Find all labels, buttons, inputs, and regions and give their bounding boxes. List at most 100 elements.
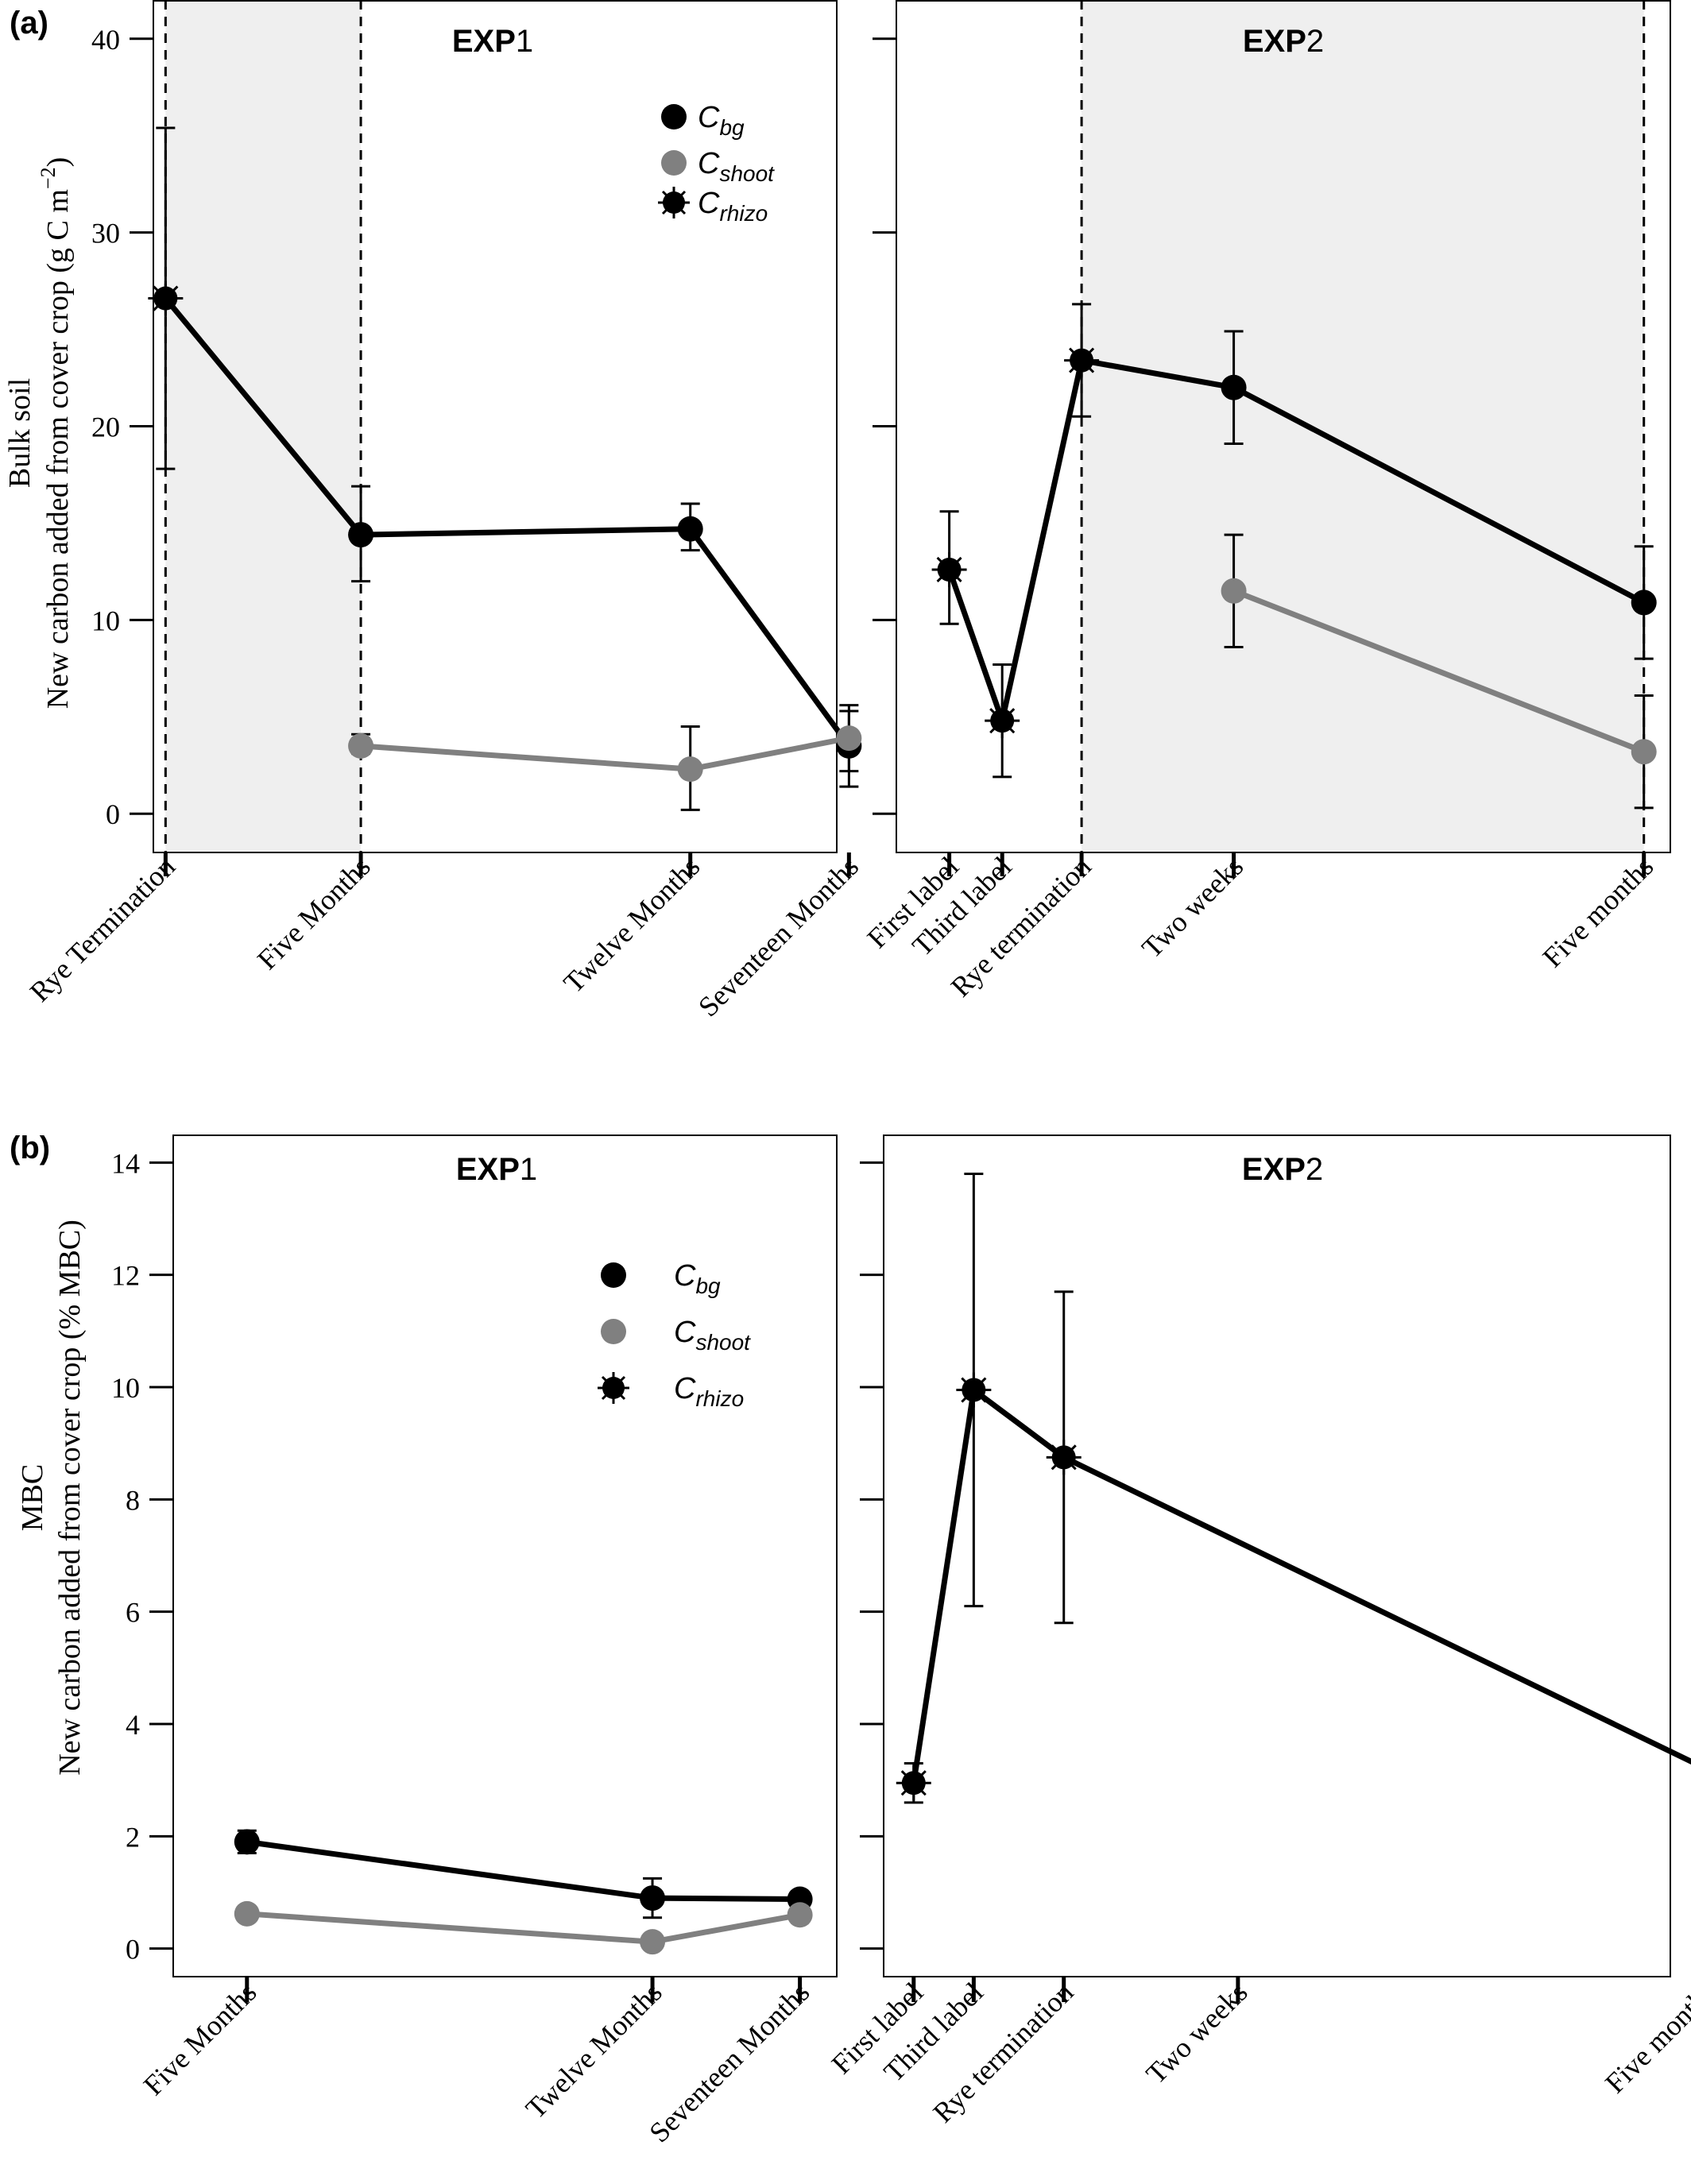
legend-a-cshoot-base: C <box>698 147 720 180</box>
a-exp2-c-bg-line <box>1231 385 1647 605</box>
b-exp1-ytick-label-6: 12 <box>111 1260 140 1292</box>
legend-a-cshoot-label: Cshoot <box>698 147 775 186</box>
legend-a-cshoot-sub: shoot <box>719 161 775 186</box>
a-exp2-xtick-label-3: Two weeks <box>1136 850 1249 964</box>
a-exp2-title-num: 2 <box>1306 24 1324 59</box>
a-exp1-c-shoot-point-2 <box>836 725 862 752</box>
b-exp1-c-bg-point-1 <box>640 1885 666 1911</box>
a-exp1-c-bg-point-1 <box>677 516 703 542</box>
panel-b-label: (b) <box>10 1131 50 1165</box>
b-exp1-ytick-label-0: 0 <box>126 1934 140 1966</box>
a-exp1-c-shoot-point-1 <box>677 756 703 783</box>
b-exp1-c-shoot-point-1 <box>640 1929 666 1955</box>
legend-b-crhizo-sub: rhizo <box>695 1386 744 1411</box>
a-exp2-c-bg-point-0 <box>1221 374 1247 400</box>
b-exp1-ytick-label-7: 14 <box>111 1147 140 1179</box>
a-exp2-c-shoot-line <box>1231 588 1647 755</box>
legend-b-crhizo-base: C <box>674 1372 696 1405</box>
b-exp1-frame <box>172 1135 838 1977</box>
ylabel-b-line1: MBC <box>16 1464 49 1531</box>
b-exp2-c-rhizo-point-1 <box>956 1372 992 1408</box>
b-exp1-title-bold: EXP <box>456 1152 520 1187</box>
b-exp2-connector-0 <box>1061 1454 1691 1765</box>
b-exp2-xtick-label-3: Two weeks <box>1140 1976 1253 2089</box>
a-exp1-xtick-label-1: Five Months <box>251 850 377 976</box>
legend-b-cshoot-marker <box>601 1319 626 1344</box>
legend-a-crhizo-base: C <box>698 187 720 220</box>
a-exp1-ytick-label-4: 40 <box>91 24 120 56</box>
b-exp1-c-shoot-point-2 <box>787 1902 813 1928</box>
legend-b-cbg-label: Cbg <box>674 1259 721 1298</box>
b-exp2-c-rhizo-point-2 <box>1046 1440 1082 1475</box>
legend-a-crhizo: Crhizo <box>658 187 768 226</box>
a-exp1-title: EXP1 <box>452 24 533 59</box>
b-exp2-c-rhizo-line <box>911 1387 1067 1786</box>
legend-a-crhizo-sub: rhizo <box>719 201 768 226</box>
a-exp1-c-shoot-line <box>358 735 852 772</box>
b-exp1-c-shoot-point-0 <box>234 1900 260 1927</box>
a-exp1-c-bg-line <box>358 526 852 749</box>
a-exp1-c-shoot-point-0 <box>348 733 374 759</box>
legend-b-crhizo: Crhizo <box>598 1372 744 1411</box>
a-exp1-title-num: 1 <box>516 24 533 59</box>
panel-a-label: (a) <box>10 6 48 41</box>
legend-b-cbg-marker <box>601 1262 626 1288</box>
a-exp1-ytick-label-0: 0 <box>106 798 120 830</box>
legend-a-cshoot: Cshoot <box>661 147 775 186</box>
b-exp1-title-num: 1 <box>520 1152 537 1187</box>
ylabel-a-sup: −2 <box>37 167 60 189</box>
legend-b-cbg-sub: bg <box>695 1274 721 1298</box>
legend-b-cshoot: Cshoot <box>601 1316 751 1355</box>
legend-b: Cbg Cshoot Crhizo <box>598 1259 751 1411</box>
b-exp1-xtick-label-2: Seventeen Months <box>643 1976 815 2148</box>
a-exp2-xtick-label-2: Rye termination <box>945 850 1097 1003</box>
legend-a-cbg-label: Cbg <box>698 101 745 140</box>
a-exp1-ytick-label-1: 10 <box>91 605 120 636</box>
b-exp1-ytick-label-2: 4 <box>126 1709 140 1741</box>
legend-a-cbg-marker <box>661 104 687 129</box>
a-exp2-title-bold: EXP <box>1243 24 1306 59</box>
legend-a-crhizo-label: Crhizo <box>698 187 768 226</box>
legend-b-cshoot-sub: shoot <box>695 1330 751 1355</box>
b-exp2-xtick-label-4: Five months <box>1599 1976 1691 2099</box>
legend-a-cshoot-marker <box>661 150 687 176</box>
a-exp1-ytick-label-3: 30 <box>91 218 120 249</box>
a-exp2-c-rhizo-point-2 <box>1064 342 1100 378</box>
legend-a-cbg-base: C <box>698 101 720 134</box>
legend-a: Cbg Cshoot Crhizo <box>658 101 775 226</box>
a-exp1-title-bold: EXP <box>452 24 516 59</box>
a-exp2-c-rhizo-point-1 <box>985 703 1020 739</box>
a-exp1-xtick-label-0: Rye Termination <box>24 850 181 1007</box>
a-exp2-c-shoot-point-1 <box>1631 739 1657 765</box>
b-exp1-xtick-label-1: Twelve Months <box>520 1976 668 2124</box>
ylabel-a-line2: New carbon added from cover crop (g C m−… <box>37 157 75 709</box>
a-exp2-xtick-label-4: Five months <box>1536 850 1659 973</box>
legend-a-cbg-sub: bg <box>719 115 745 140</box>
a-exp2-shaded-region <box>1082 0 1644 852</box>
a-exp2-c-bg-point-1 <box>1631 589 1657 616</box>
a-exp1-shaded-region <box>165 0 362 852</box>
b-exp1-ytick-label-1: 2 <box>126 1821 140 1853</box>
b-exp2-c-rhizo-point-0 <box>896 1765 931 1801</box>
legend-b-crhizo-marker <box>598 1372 629 1404</box>
b-exp1-title: EXP1 <box>456 1152 537 1187</box>
b-exp2-title: EXP2 <box>1242 1152 1323 1187</box>
b-exp2-frame <box>883 1135 1671 1977</box>
b-exp1-ytick-label-3: 6 <box>126 1597 140 1629</box>
legend-b-cshoot-base: C <box>674 1316 696 1349</box>
ylabel-a-line1: Bulk soil <box>3 378 37 488</box>
legend-b-cbg: Cbg <box>601 1259 721 1298</box>
a-exp2-c-shoot-point-0 <box>1221 578 1247 604</box>
legend-b-cshoot-label: Cshoot <box>674 1316 751 1355</box>
b-exp1-c-bg-point-0 <box>234 1829 260 1855</box>
b-exp1-c-shoot-line <box>244 1911 803 1945</box>
a-exp1-connector-0 <box>162 296 364 538</box>
legend-b-crhizo-label: Crhizo <box>674 1372 744 1411</box>
a-exp2-c-rhizo-point-0 <box>931 551 967 587</box>
b-exp2-title-bold: EXP <box>1242 1152 1306 1187</box>
panel-b-exp1: 0 2 4 6 8 10 12 14 Five Months Twelve MonthsSeven… <box>111 1135 838 2148</box>
ylabel-a-main: New carbon added from cover crop (g C m <box>41 189 75 709</box>
